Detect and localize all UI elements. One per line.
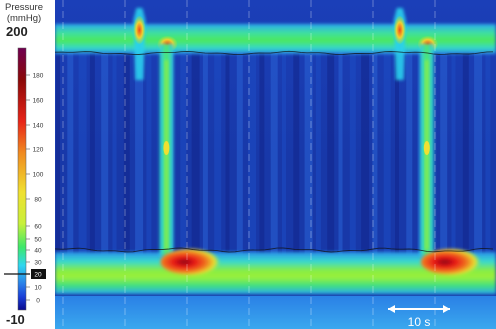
colorbar-tick-label: 140 (33, 123, 44, 130)
les-contraction (160, 249, 221, 275)
colorbar-min-label: -10 (6, 312, 25, 327)
texture-stripe (89, 50, 95, 255)
texture-stripe (383, 50, 391, 255)
texture-stripe (135, 50, 144, 255)
texture-stripe (248, 50, 257, 255)
texture-stripe (101, 50, 109, 255)
texture-stripe (270, 50, 278, 255)
swallow-event (133, 8, 221, 275)
texture-stripe (406, 50, 413, 255)
texture-stripe (372, 50, 378, 255)
les-contraction (420, 249, 481, 275)
time-scale-label: 10 s (408, 315, 431, 329)
texture-stripe (304, 50, 313, 255)
texture-stripe (225, 50, 230, 255)
colorbar-tick-label: 30 (34, 260, 42, 267)
texture-stripe (146, 50, 152, 255)
wave-midpoint (423, 141, 430, 155)
colorbar-tick-label: 50 (34, 237, 42, 244)
bottom-band (55, 296, 496, 329)
colorbar-tick-label: 0 (36, 298, 40, 305)
texture-stripe (214, 50, 222, 255)
texture-stripe (349, 50, 356, 255)
plot-area (55, 0, 496, 329)
texture-stripe (56, 50, 60, 255)
colorbar-gradient (17, 47, 27, 311)
colorbar-tick-label: 40 (34, 248, 42, 255)
swallow-events (133, 8, 481, 275)
texture-stripe (485, 50, 491, 255)
colorbar-tick-label: 120 (33, 147, 44, 154)
texture-stripe (451, 50, 456, 255)
texture-stripe (191, 50, 200, 255)
background-stripes (56, 50, 491, 255)
colorbar-tick-label: 80 (34, 197, 42, 204)
texture-stripe (361, 50, 370, 255)
colorbar-title-text: Pressure (4, 2, 43, 13)
colorbar-unit: (mmHg) (6, 13, 42, 24)
time-scale-bar: 10 s (388, 305, 450, 329)
isobaric-contour-upper (55, 50, 494, 56)
texture-stripe (236, 50, 243, 255)
isobaric-contour-lower (55, 247, 494, 253)
colorbar-tick-label: 10 (34, 285, 42, 292)
texture-stripe (202, 50, 208, 255)
texture-stripe (259, 50, 265, 255)
colorbar-marker-box (31, 269, 46, 279)
colorbar-tick-label: 160 (33, 98, 44, 105)
texture-stripe (395, 50, 399, 255)
texture-stripe (462, 50, 469, 255)
swallow-event (393, 8, 481, 275)
texture-stripe (180, 50, 187, 255)
texture-stripe (315, 50, 321, 255)
ues-peak (133, 16, 146, 44)
texture-stripe (293, 50, 300, 255)
texture-stripe (112, 50, 117, 255)
texture-stripe (78, 50, 87, 255)
texture-stripe (67, 50, 74, 255)
texture-stripe (440, 50, 448, 255)
texture-stripe (474, 50, 483, 255)
colorbar-max-label: 200 (6, 24, 28, 39)
texture-stripe (282, 50, 286, 255)
wave-midpoint (163, 141, 170, 155)
colorbar-tick-label: 20 (34, 272, 42, 279)
colorbar-title: Pressure (mmHg) (4, 2, 44, 24)
colorbar-tick-label: 180 (33, 73, 44, 80)
ues-peak (393, 16, 406, 44)
colorbar-tick-label: 100 (33, 172, 44, 179)
texture-stripe (338, 50, 343, 255)
colorbar-tick-label: 60 (34, 224, 42, 231)
texture-stripe (327, 50, 335, 255)
texture-stripe (123, 50, 130, 255)
